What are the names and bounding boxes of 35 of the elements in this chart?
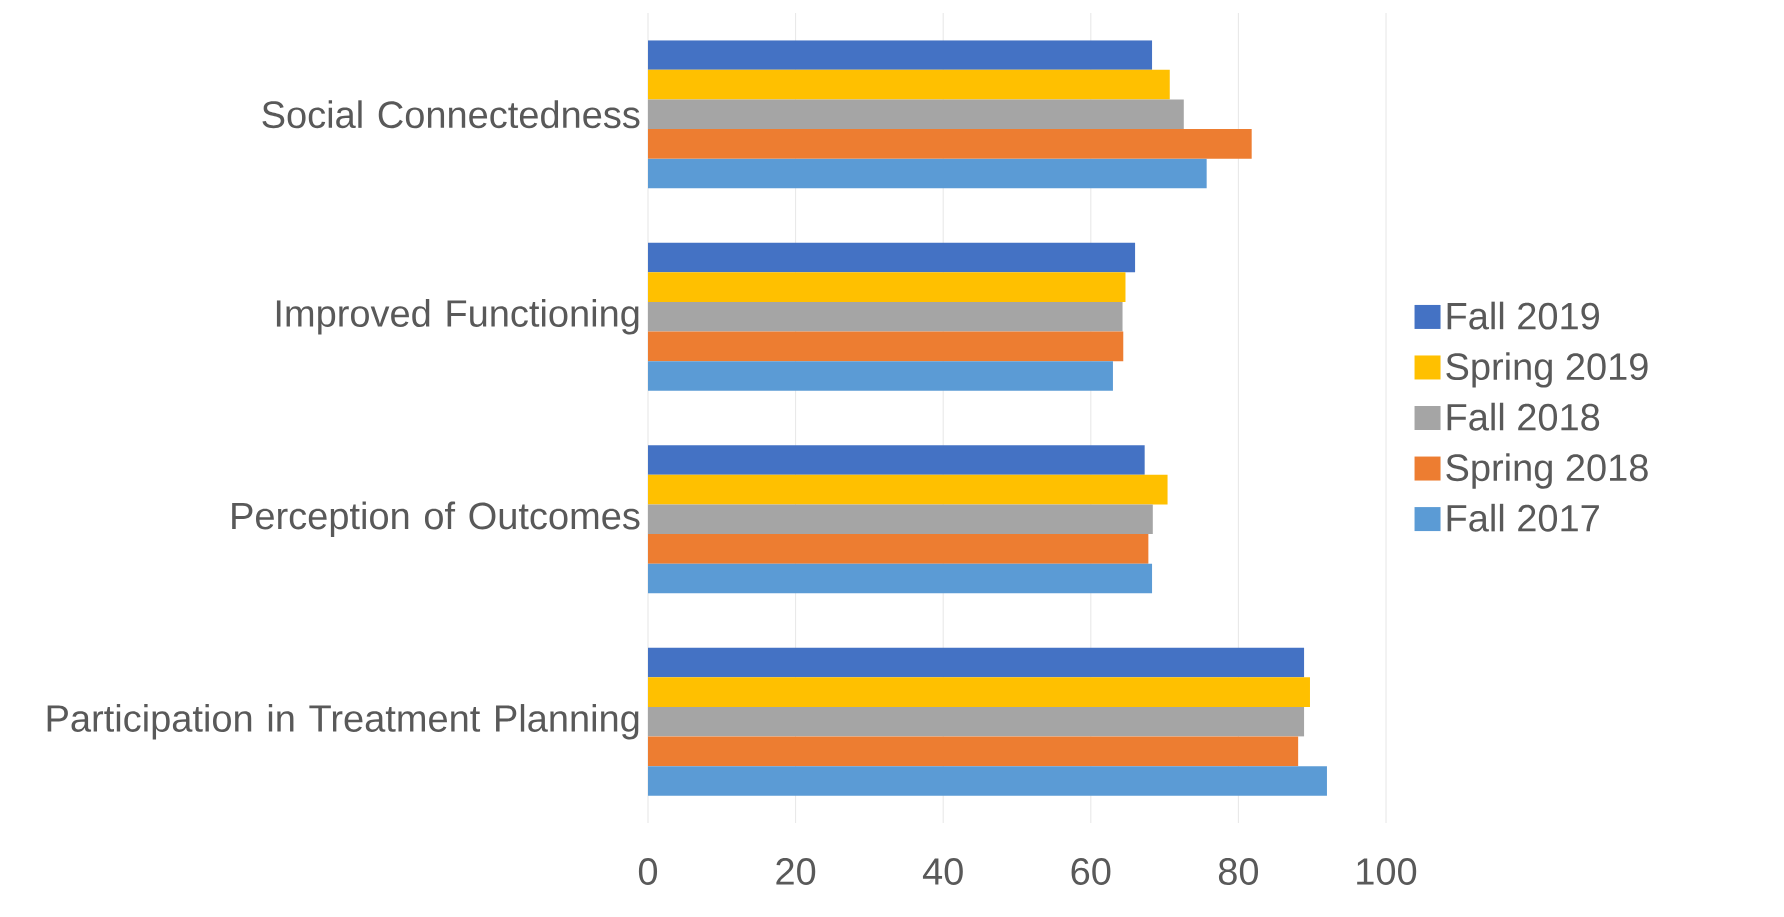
bar xyxy=(648,272,1126,302)
bar xyxy=(648,129,1252,159)
bar xyxy=(648,534,1149,564)
bar xyxy=(648,69,1170,100)
bar xyxy=(648,158,1207,189)
bar xyxy=(648,736,1299,767)
bar xyxy=(648,474,1168,505)
legend-label: Fall 2018 xyxy=(1447,402,1600,431)
bar xyxy=(648,361,1113,391)
bar xyxy=(648,504,1153,535)
bar xyxy=(648,242,1136,273)
x-tick-label: 0 xyxy=(638,858,658,885)
bar xyxy=(648,563,1153,594)
legend-label: Spring 2018 xyxy=(1446,453,1648,489)
legend-label: Fall 2017 xyxy=(1447,503,1599,532)
x-tick-label: 100 xyxy=(1357,858,1417,885)
bar xyxy=(648,40,1153,70)
x-tick-label: 60 xyxy=(1071,858,1111,885)
bar xyxy=(648,677,1310,707)
bar xyxy=(648,301,1123,332)
y-tick-label: Perception of Outcomes xyxy=(232,501,640,537)
x-tick-label: 40 xyxy=(922,858,963,885)
y-tick-label: Social Connectedness xyxy=(262,100,640,129)
legend-label: Fall 2019 xyxy=(1447,301,1599,330)
y-tick-label: Participation in Treatment Planning xyxy=(47,704,639,740)
legend-label: Spring 2019 xyxy=(1446,352,1648,388)
bar xyxy=(648,766,1327,796)
x-tick-label: 80 xyxy=(1218,858,1259,885)
bar xyxy=(648,445,1145,475)
y-tick-label: Improved Functioning xyxy=(276,299,639,335)
bar xyxy=(648,647,1305,678)
x-tick-label: 20 xyxy=(776,858,816,885)
bar xyxy=(648,99,1184,130)
bar xyxy=(648,331,1124,362)
bar xyxy=(648,706,1305,737)
